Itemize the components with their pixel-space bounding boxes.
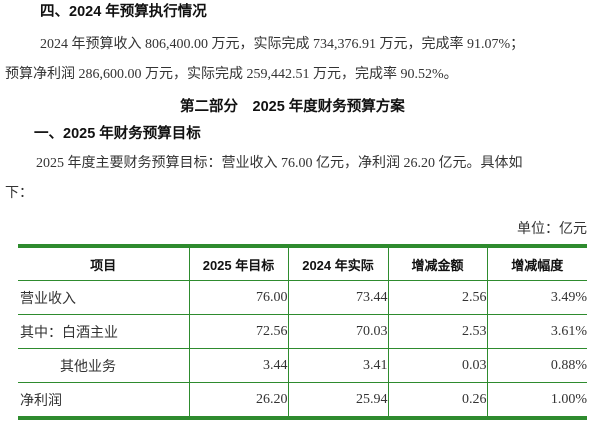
table-row: 营业收入 76.00 73.44 2.56 3.49% — [18, 280, 587, 315]
column-header: 2024 年实际 — [287, 245, 389, 281]
table-row: 净利润 26.20 25.94 0.26 1.00% — [18, 382, 587, 419]
sub-heading: 一、2025 年财务预算目标 — [34, 126, 201, 142]
row-label: 营业收入 — [18, 280, 190, 315]
column-header: 2025 年目标 — [188, 245, 289, 281]
part-heading: 第二部分 2025 年度财务预算方案 — [180, 99, 405, 115]
cell: 1.00% — [486, 382, 587, 419]
unit-label: 单位：亿元 — [517, 222, 587, 237]
cell: 2.56 — [387, 280, 488, 315]
cell: 72.56 — [188, 314, 289, 349]
cell: 0.88% — [486, 348, 587, 383]
column-header: 项目 — [18, 245, 190, 281]
cell: 25.94 — [287, 382, 389, 419]
cell: 70.03 — [287, 314, 389, 349]
row-label: 其中：白酒主业 — [18, 314, 190, 349]
cell: 3.49% — [486, 280, 587, 315]
paragraph-line: 2024 年预算收入 806,400.00 万元，实际完成 734,376.91… — [40, 37, 525, 52]
cell: 2.53 — [387, 314, 488, 349]
cell: 0.26 — [387, 382, 488, 419]
column-header: 增减金额 — [387, 245, 488, 281]
cell: 3.61% — [486, 314, 587, 349]
row-label: 其他业务 — [18, 348, 190, 383]
table-row: 其中：白酒主业 72.56 70.03 2.53 3.61% — [18, 314, 587, 349]
cell: 3.44 — [188, 348, 289, 383]
paragraph-line: 预算净利润 286,600.00 万元，实际完成 259,442.51 万元，完… — [5, 67, 458, 82]
cell: 26.20 — [188, 382, 289, 419]
section-heading: 四、2024 年预算执行情况 — [40, 4, 207, 20]
cell: 3.41 — [287, 348, 389, 383]
budget-table: 项目 2025 年目标 2024 年实际 增减金额 增减幅度 营业收入 76.0… — [18, 244, 587, 420]
cell: 73.44 — [287, 280, 389, 315]
cell: 76.00 — [188, 280, 289, 315]
table-row: 其他业务 3.44 3.41 0.03 0.88% — [18, 348, 587, 383]
paragraph-line: 2025 年度主要财务预算目标：营业收入 76.00 亿元，净利润 26.20 … — [36, 156, 523, 171]
column-header: 增减幅度 — [486, 245, 587, 281]
table-header-row: 项目 2025 年目标 2024 年实际 增减金额 增减幅度 — [18, 245, 587, 281]
paragraph-line: 下： — [5, 186, 33, 201]
row-label: 净利润 — [18, 382, 190, 419]
cell: 0.03 — [387, 348, 488, 383]
